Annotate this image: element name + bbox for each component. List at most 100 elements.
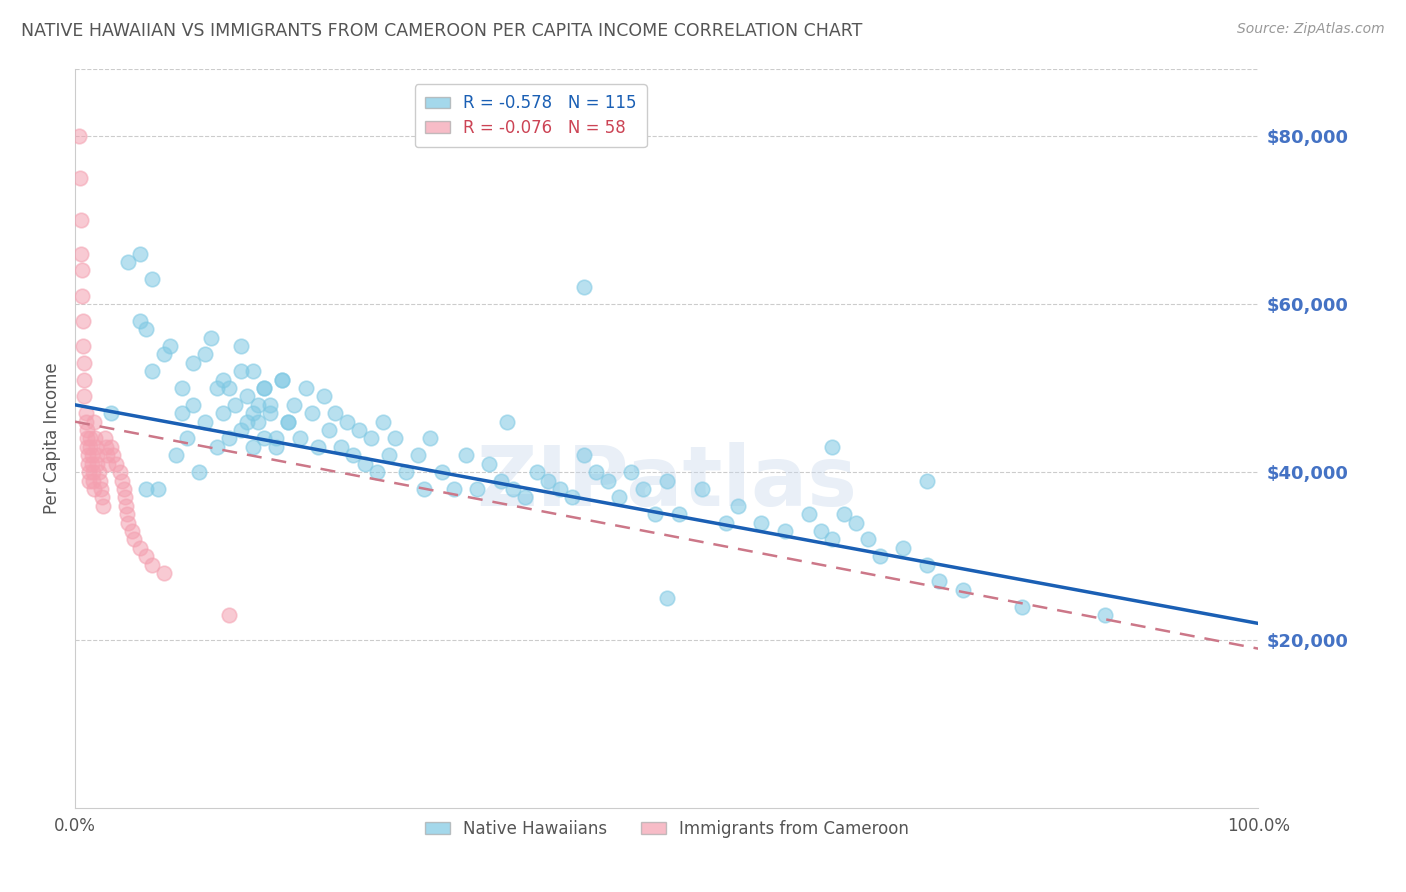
Point xyxy=(84,432,107,446)
Point xyxy=(832,507,855,521)
Point xyxy=(108,465,131,479)
Point xyxy=(395,465,418,479)
Point xyxy=(79,440,101,454)
Point xyxy=(242,406,264,420)
Point xyxy=(915,558,938,572)
Point xyxy=(165,448,187,462)
Point xyxy=(277,415,299,429)
Point xyxy=(585,465,607,479)
Point xyxy=(496,415,519,429)
Point xyxy=(87,465,110,479)
Point xyxy=(366,465,388,479)
Point xyxy=(218,432,240,446)
Point xyxy=(502,482,524,496)
Point xyxy=(928,574,950,589)
Point xyxy=(690,482,713,496)
Point xyxy=(915,474,938,488)
Point xyxy=(70,212,93,227)
Point xyxy=(572,280,595,294)
Point xyxy=(235,389,257,403)
Point xyxy=(371,415,394,429)
Point xyxy=(69,170,91,185)
Point xyxy=(596,474,619,488)
Point xyxy=(79,432,101,446)
Point xyxy=(347,423,370,437)
Point xyxy=(218,608,240,623)
Point xyxy=(1011,599,1033,614)
Point xyxy=(76,432,98,446)
Point xyxy=(631,482,654,496)
Point xyxy=(100,440,122,454)
Point xyxy=(86,440,108,454)
Point xyxy=(406,448,429,462)
Point xyxy=(194,347,217,361)
Point xyxy=(96,448,118,462)
Point xyxy=(513,491,536,505)
Point xyxy=(242,364,264,378)
Point xyxy=(325,406,347,420)
Point xyxy=(70,246,93,260)
Point xyxy=(117,255,139,269)
Text: Source: ZipAtlas.com: Source: ZipAtlas.com xyxy=(1237,22,1385,37)
Point xyxy=(727,499,749,513)
Point xyxy=(114,491,136,505)
Point xyxy=(129,314,152,328)
Point xyxy=(200,330,222,344)
Point xyxy=(360,432,382,446)
Point xyxy=(354,457,377,471)
Point xyxy=(952,582,974,597)
Point xyxy=(810,524,832,538)
Point xyxy=(773,524,796,538)
Point xyxy=(73,389,96,403)
Point xyxy=(714,516,737,530)
Point xyxy=(384,432,406,446)
Point xyxy=(183,356,205,370)
Point xyxy=(77,448,100,462)
Point xyxy=(413,482,436,496)
Point xyxy=(283,398,305,412)
Text: NATIVE HAWAIIAN VS IMMIGRANTS FROM CAMEROON PER CAPITA INCOME CORRELATION CHART: NATIVE HAWAIIAN VS IMMIGRANTS FROM CAMER… xyxy=(21,22,862,40)
Point xyxy=(115,507,138,521)
Point xyxy=(797,507,820,521)
Point xyxy=(80,457,103,471)
Point xyxy=(75,415,97,429)
Point xyxy=(294,381,316,395)
Point xyxy=(443,482,465,496)
Point xyxy=(893,541,915,555)
Point xyxy=(67,128,90,143)
Point xyxy=(205,381,228,395)
Point xyxy=(751,516,773,530)
Point xyxy=(430,465,453,479)
Point xyxy=(668,507,690,521)
Point xyxy=(141,558,163,572)
Point xyxy=(277,415,299,429)
Point xyxy=(620,465,643,479)
Point xyxy=(77,474,100,488)
Point xyxy=(271,373,294,387)
Legend: Native Hawaiians, Immigrants from Cameroon: Native Hawaiians, Immigrants from Camero… xyxy=(418,814,915,845)
Point xyxy=(135,549,157,564)
Point xyxy=(644,507,666,521)
Point xyxy=(72,314,94,328)
Point xyxy=(93,499,115,513)
Point xyxy=(122,533,145,547)
Point xyxy=(86,457,108,471)
Point xyxy=(194,415,217,429)
Point xyxy=(90,482,112,496)
Point xyxy=(82,465,104,479)
Point xyxy=(73,373,96,387)
Point xyxy=(70,263,93,277)
Point xyxy=(97,457,120,471)
Point xyxy=(271,373,294,387)
Point xyxy=(548,482,571,496)
Point xyxy=(117,516,139,530)
Point xyxy=(77,465,100,479)
Point xyxy=(526,465,548,479)
Point xyxy=(609,491,631,505)
Point xyxy=(83,415,105,429)
Point xyxy=(253,381,276,395)
Point xyxy=(89,474,111,488)
Point xyxy=(141,364,163,378)
Point xyxy=(86,448,108,462)
Point xyxy=(253,432,276,446)
